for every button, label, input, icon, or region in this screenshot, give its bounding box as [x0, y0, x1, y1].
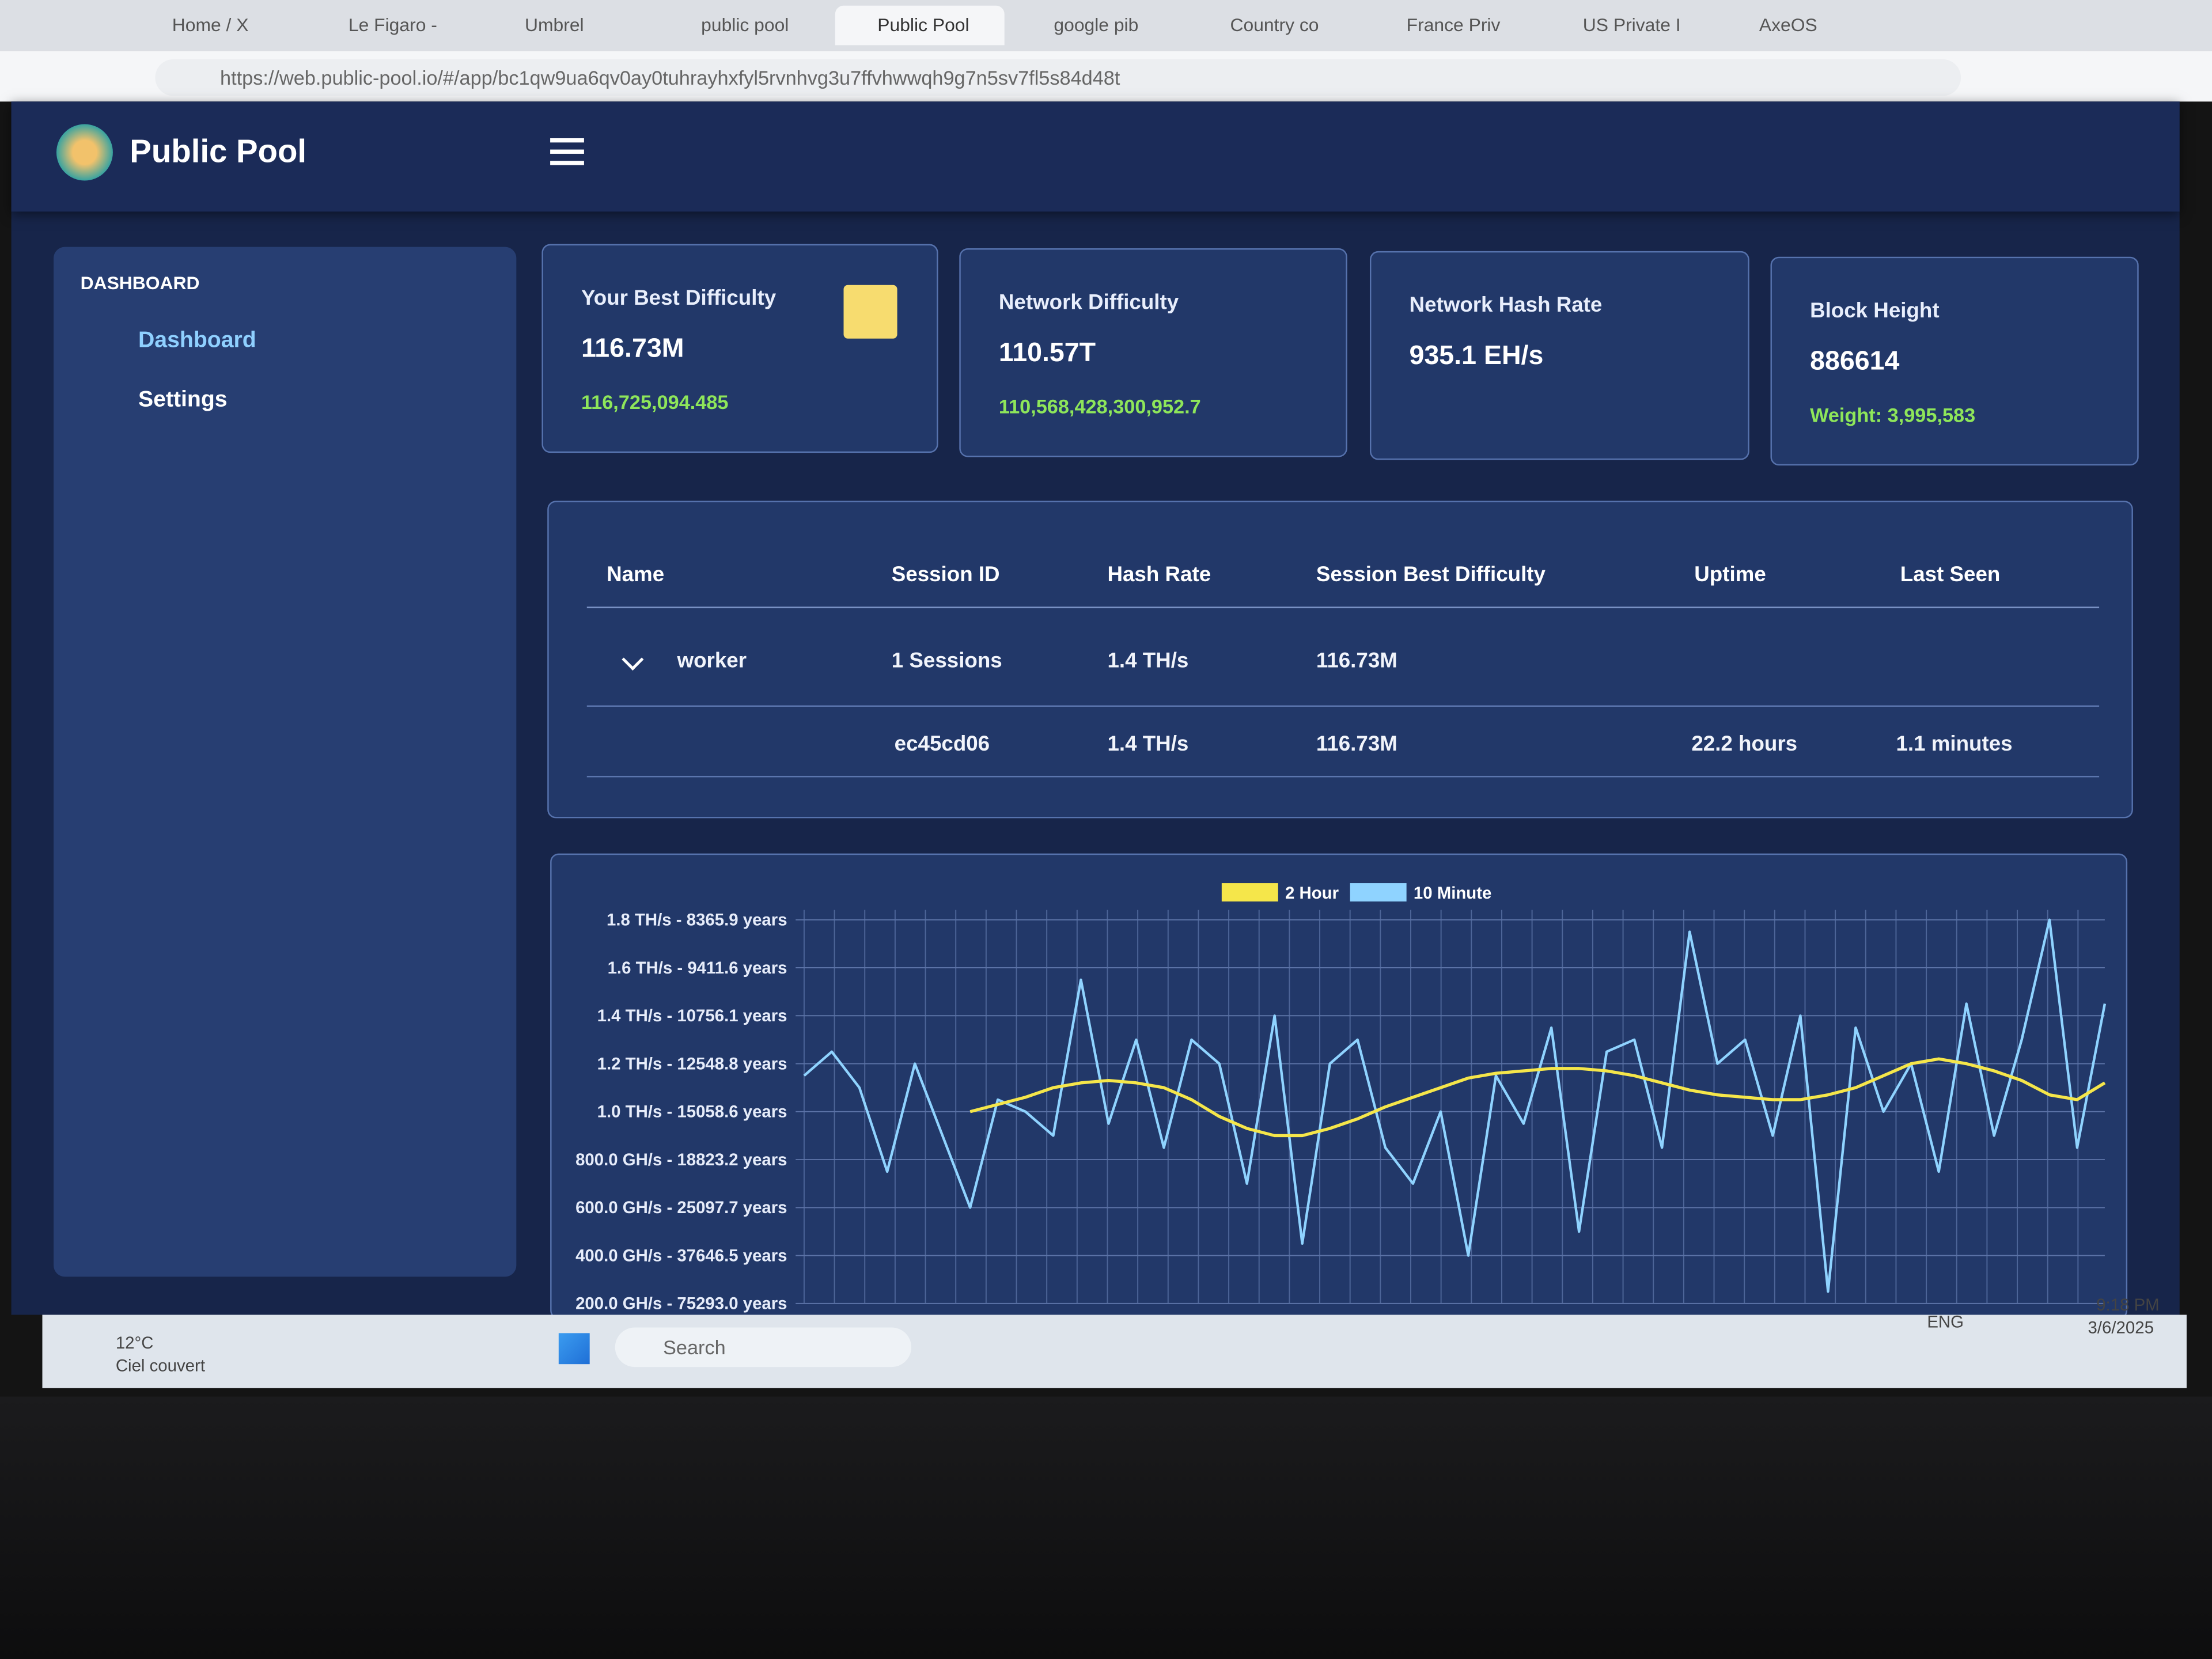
- sidebar-section: DASHBOARD: [80, 272, 200, 294]
- browser-tab[interactable]: Umbrel: [525, 14, 584, 36]
- menu-button[interactable]: [550, 138, 584, 166]
- clock-date: 3/6/2025: [2088, 1317, 2154, 1338]
- browser-tab[interactable]: Public Pool: [835, 5, 1005, 46]
- session-cell: 22.2 hours: [1691, 732, 1798, 756]
- table-header: Name: [607, 563, 665, 587]
- legend-swatch: [1350, 883, 1407, 902]
- card-value: 110.57T: [998, 338, 1096, 369]
- card-title: Block Height: [1810, 299, 1940, 323]
- series-line: [969, 1057, 2106, 1138]
- browser-tab[interactable]: google pib: [1054, 14, 1139, 36]
- weather: Ciel couvert: [115, 1355, 205, 1376]
- stat-card: [959, 248, 1347, 457]
- table-header: Uptime: [1694, 563, 1766, 587]
- legend-swatch: [1221, 883, 1278, 902]
- legend-label: 10 Minute: [1414, 884, 1491, 903]
- tab-bar: [0, 0, 2212, 51]
- logo: [56, 124, 113, 181]
- favorite-button[interactable]: [843, 285, 897, 339]
- browser-tab[interactable]: public pool: [701, 14, 789, 36]
- series-line: [803, 918, 2107, 1293]
- stat-card: [1770, 256, 2139, 466]
- y-tick-label: 600.0 GH/s - 25097.7 years: [575, 1198, 787, 1217]
- stat-card: [541, 244, 938, 453]
- worker-cell: 1.4 TH/s: [1107, 649, 1189, 673]
- workers-table: [547, 501, 2133, 819]
- table-header: Session ID: [891, 563, 1000, 587]
- card-detail: 116,725,094.485: [581, 391, 729, 414]
- card-title: Network Difficulty: [998, 290, 1179, 315]
- table-rule: [586, 705, 2100, 707]
- worker-cell: 1 Sessions: [891, 649, 1002, 673]
- stat-card: [1369, 251, 1749, 460]
- browser-tab[interactable]: Home / X: [172, 14, 249, 36]
- search-box[interactable]: [615, 1327, 912, 1368]
- browser-tab[interactable]: Le Figaro -: [348, 14, 437, 36]
- card-title: Your Best Difficulty: [581, 286, 777, 310]
- session-cell: 1.1 minutes: [1896, 732, 2013, 756]
- clock-time: 9:18 PM: [2096, 1295, 2160, 1315]
- session-cell: 1.4 TH/s: [1107, 732, 1189, 756]
- y-tick-label: 1.8 TH/s - 8365.9 years: [607, 911, 787, 930]
- table-header: Hash Rate: [1107, 563, 1211, 587]
- y-tick-label: 1.6 TH/s - 9411.6 years: [608, 959, 787, 978]
- table-rule: [586, 607, 2100, 608]
- browser-tab[interactable]: US Private I: [1582, 14, 1681, 36]
- nav-dashboard[interactable]: Dashboard: [138, 328, 256, 353]
- url-field[interactable]: https://web.public-pool.io/#/app/bc1qw9u…: [155, 59, 1961, 96]
- start-button[interactable]: [558, 1333, 590, 1365]
- session-cell: ec45cd06: [894, 732, 990, 756]
- table-rule: [586, 775, 2100, 778]
- temperature: 12°C: [115, 1333, 154, 1353]
- card-value: 886614: [1810, 347, 1900, 377]
- browser-tab[interactable]: AxeOS: [1759, 14, 1817, 36]
- card-detail: 110,568,428,300,952.7: [998, 395, 1201, 418]
- card-value: 935.1 EH/s: [1409, 341, 1544, 372]
- brand: Public Pool: [130, 132, 307, 169]
- worker-cell: 116.73M: [1316, 649, 1397, 673]
- chart-panel: [550, 853, 2128, 1319]
- card-value: 116.73M: [581, 334, 684, 364]
- worker-cell: worker: [677, 649, 747, 673]
- browser-tab[interactable]: Country co: [1230, 14, 1319, 36]
- y-tick-label: 1.0 TH/s - 15058.6 years: [597, 1103, 787, 1122]
- y-tick-label: 400.0 GH/s - 37646.5 years: [575, 1246, 787, 1265]
- legend-label: 2 Hour: [1285, 884, 1339, 903]
- search-placeholder: Search: [663, 1336, 726, 1359]
- browser-tab[interactable]: France Priv: [1406, 14, 1501, 36]
- y-tick-label: 1.4 TH/s - 10756.1 years: [597, 1006, 787, 1025]
- card-detail: Weight: 3,995,583: [1810, 403, 1976, 426]
- y-tick-label: 1.2 TH/s - 12548.8 years: [597, 1054, 787, 1073]
- y-tick-label: 800.0 GH/s - 18823.2 years: [575, 1150, 787, 1169]
- table-header: Last Seen: [1900, 563, 2001, 587]
- session-cell: 116.73M: [1316, 732, 1397, 756]
- table-header: Session Best Difficulty: [1316, 563, 1546, 587]
- language: ENG: [1927, 1312, 1964, 1332]
- y-tick-label: 200.0 GH/s - 75293.0 years: [575, 1294, 787, 1313]
- card-title: Network Hash Rate: [1409, 293, 1603, 318]
- sidebar: [54, 247, 517, 1277]
- nav-settings[interactable]: Settings: [138, 388, 228, 412]
- app-header: [11, 101, 2180, 212]
- taskbar: [42, 1315, 2187, 1388]
- laptop-keyboard: [0, 1396, 2212, 1659]
